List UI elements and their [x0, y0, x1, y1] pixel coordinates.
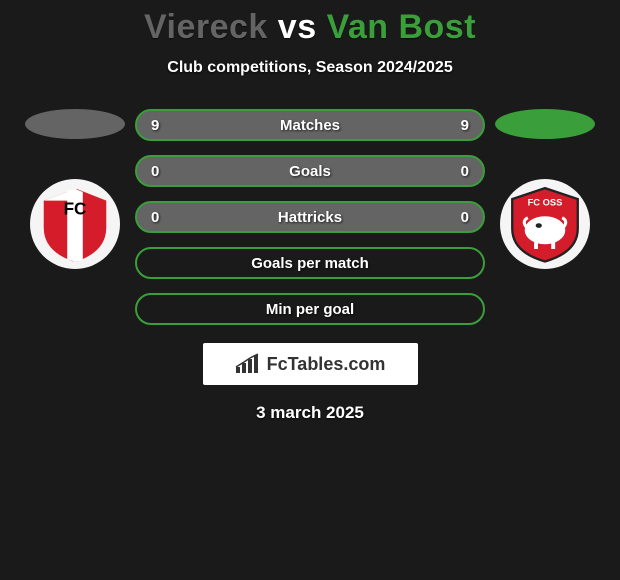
player1-marker — [25, 109, 125, 139]
comparison-card: Viereck vs Van Bost Club competitions, S… — [0, 0, 620, 580]
stat-row-min-per-goal: Min per goal — [135, 293, 485, 325]
page-title: Viereck vs Van Bost — [0, 8, 620, 47]
stat-label: Matches — [137, 117, 483, 134]
stat-label: Hattricks — [137, 209, 483, 226]
stat-label: Min per goal — [137, 301, 483, 318]
main-content: FC 9 Matches 9 0 Goals 0 0 Hattricks 0 — [0, 109, 620, 325]
player2-marker — [495, 109, 595, 139]
left-side: FC — [15, 109, 135, 269]
date-text: 3 march 2025 — [0, 403, 620, 423]
stat-row-goals-per-match: Goals per match — [135, 247, 485, 279]
svg-text:FC OSS: FC OSS — [528, 197, 563, 207]
stat-value-right: 0 — [461, 209, 469, 226]
versus-text: vs — [278, 8, 317, 46]
stat-label: Goals per match — [137, 255, 483, 272]
player2-name: Van Bost — [327, 8, 476, 46]
stat-row-matches: 9 Matches 9 — [135, 109, 485, 141]
stats-list: 9 Matches 9 0 Goals 0 0 Hattricks 0 Goal… — [135, 109, 485, 325]
svg-text:FC: FC — [64, 199, 87, 219]
stat-value-right: 0 — [461, 163, 469, 180]
stat-value-right: 9 — [461, 117, 469, 134]
fc-oss-icon: FC OSS — [506, 185, 584, 263]
bar-chart-icon — [235, 353, 261, 375]
stat-label: Goals — [137, 163, 483, 180]
subtitle: Club competitions, Season 2024/2025 — [0, 59, 620, 77]
club-crest-left: FC — [30, 179, 120, 269]
right-side: FC OSS — [485, 109, 605, 269]
stat-row-hattricks: 0 Hattricks 0 — [135, 201, 485, 233]
stat-row-goals: 0 Goals 0 — [135, 155, 485, 187]
player1-name: Viereck — [144, 8, 268, 46]
brand-text: FcTables.com — [267, 354, 386, 375]
brand-badge: FcTables.com — [203, 343, 418, 385]
club-crest-right: FC OSS — [500, 179, 590, 269]
fc-utrecht-icon: FC — [36, 185, 114, 263]
